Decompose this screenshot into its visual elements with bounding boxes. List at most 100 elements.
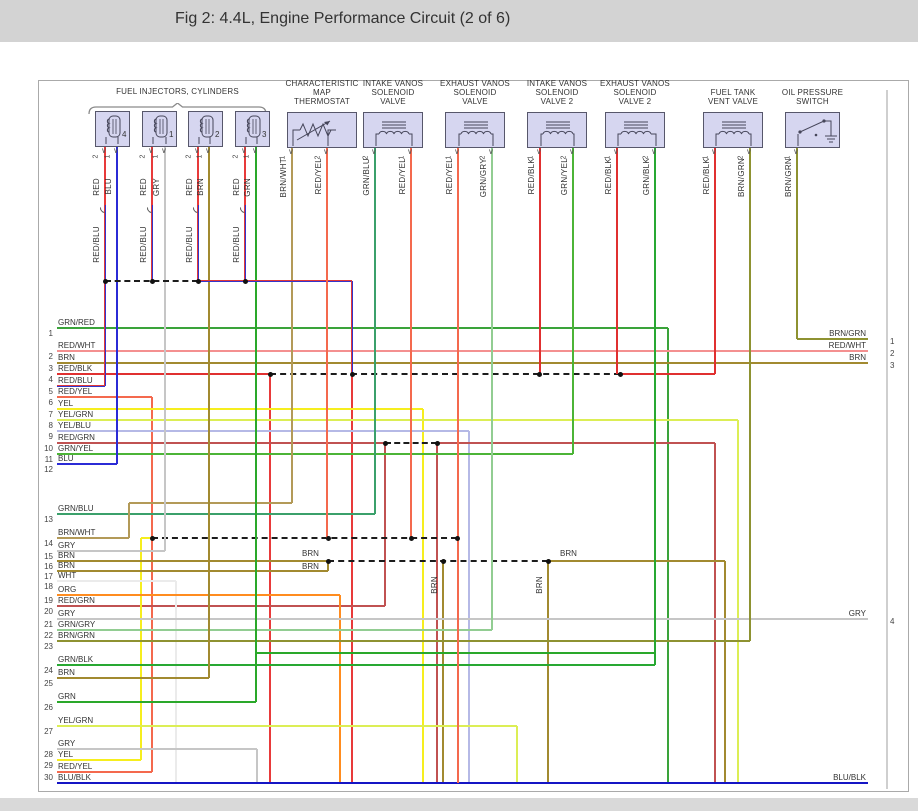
left-pin-label: RED/GRN [58,596,95,605]
left-pin-number: 22 [44,631,53,640]
pressure-switch-symbol-icon [797,119,837,146]
wire-inj2-redblu [197,205,199,281]
junction-dot [537,372,542,377]
left-pin-label: GRY [58,609,76,618]
left-pin-label: YEL/GRN [58,410,94,419]
pin-number-label: 2 [560,155,568,160]
wire-row4-splice-bus [270,373,620,375]
wire-row4-drop-b [351,374,353,783]
inline-connector-icon [190,200,206,216]
left-pin-label: BRN [58,551,75,560]
wire-yel-29-riser [140,538,142,760]
fuel-injectors-group-label: FUEL INJECTORS, CYLINDERS [116,87,239,96]
left-pin-label: GRN/GRY [58,620,96,629]
left-pin-label: GRN/BLK [58,655,94,664]
left-pin-number: 1 [48,329,53,338]
wire-row4-right [620,373,715,375]
left-pin-label: GRY [58,739,76,748]
pin-arrow-icon: ∨ [454,147,460,156]
junction-dot [243,279,248,284]
pin-arrow-icon: ∨ [651,147,657,156]
wire-fueltank-brngrn [749,147,751,641]
left-pin-number: 3 [48,364,53,373]
left-pin-number: 28 [44,750,53,759]
left-pin-number: 26 [44,703,53,712]
wire-brn-bus-right [548,560,725,562]
left-pin-number: 10 [44,444,53,453]
component-box-fuel-injector-3: 3 [235,111,270,147]
wire-row27-yel-grn [57,725,517,727]
left-pin-label: GRY [58,541,76,550]
left-pin-label: RED/YEL [58,762,93,771]
wire-redblu-drop-352 [351,281,353,374]
wire-thermostat-redyel [326,147,328,538]
pin-number-label: 1 [527,155,535,160]
pin-number-label: 1 [196,154,204,159]
component-label-intake-vanos-solenoid-valve: INTAKE VANOS [362,79,424,88]
wire-row7-yel [57,408,423,410]
wire-row20-red-grn [57,605,385,607]
wire-color-label: BRN/GRN [784,158,793,198]
component-label-characteristic-map-thermostat: THERMOSTAT [294,97,350,106]
component-label-intake-vanos-solenoid-valve-2: VALVE 2 [540,97,574,106]
wire-redgrn-drop [436,443,438,783]
pin-number-label: 2 [92,154,100,159]
wire-row18-wht [57,580,176,582]
wire-row4-left [57,373,270,375]
component-label-exhaust-vanos-solenoid-valve: EXHAUST VANOS [440,79,510,88]
left-pin-label: RED/YEL [58,387,93,396]
component-box-fuel-injector-4: 4 [95,111,130,147]
splice-wire-label: BRN [560,549,577,558]
wire-yelblu-drop [468,431,470,783]
wire-color-label: BRN [535,575,544,594]
injector-symbol-icon [152,115,168,144]
injector-cylinder-number: 2 [215,130,220,139]
junction-dot [103,279,108,284]
left-pin-label: RED/WHT [58,341,96,350]
wire-color-label: RED [92,177,101,196]
pin-number-label: 1 [398,155,406,160]
wire-inj4-red [104,147,106,205]
left-pin-number: 6 [48,398,53,407]
junction-dot [383,441,388,446]
junction-dot [618,372,623,377]
wire-color-label: RED/BLU [232,226,241,264]
inline-connector-icon [144,200,160,216]
injector-symbol-icon [245,115,261,144]
left-pin-number: 25 [44,679,53,688]
wire-yelgrn-27-drop [516,726,518,783]
pin-arrow-icon: ∨ [569,147,575,156]
wire-color-label: RED/BLK [527,158,536,195]
figure-title: Fig 2: 4.4L, Engine Performance Circuit … [175,10,511,27]
component-label-exhaust-vanos-solenoid-valve-2: EXHAUST VANOS [600,79,670,88]
solenoid-symbol-icon [458,121,494,146]
wire-row10-left [57,442,385,444]
pin-number-label: 2 [185,154,193,159]
left-pin-number: 27 [44,727,53,736]
wire-color-label: RED [232,177,241,196]
component-label-exhaust-vanos-solenoid-valve: VALVE [462,97,488,106]
left-pin-label: GRN [58,692,76,701]
wire-redyel-splice-bus [152,537,457,539]
left-pin-label: BLU/BLK [58,773,91,782]
wire-color-label: GRN/YEL [560,158,569,196]
right-pin-label: BRN/GRN [829,329,866,338]
component-box-fuel-tank-vent-valve [703,112,763,148]
wire-row26-grn [57,701,256,703]
junction-dot [350,372,355,377]
wire-brn-16-17-link [327,561,329,571]
wire-exhaust1-redyel [457,147,459,783]
wire-row14-brn-wht [57,537,129,539]
junction-dot [150,279,155,284]
wire-grn-653 [256,652,655,654]
junction-dot [546,559,551,564]
left-pin-number: 30 [44,773,53,782]
left-pin-number: 18 [44,582,53,591]
pin-number-label: 2 [139,154,147,159]
pin-number-label: 2 [362,155,370,160]
wire-brn-drop-a [442,561,444,783]
junction-dot [409,536,414,541]
wire-inj2-red [197,147,199,205]
left-pin-number: 4 [48,375,53,384]
component-label-oil-pressure-switch: SWITCH [796,97,829,106]
